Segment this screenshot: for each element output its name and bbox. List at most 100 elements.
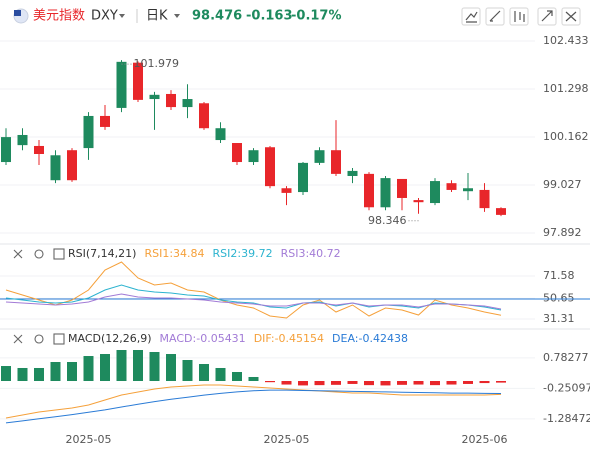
remove-icon[interactable] [13,334,23,344]
candle-body [413,200,424,203]
candle-body [430,181,440,204]
candle-body [34,145,44,155]
candle-body [149,94,160,100]
annotation: 98.346 [368,214,407,227]
histogram-bar [347,381,358,384]
histogram-bar [479,381,490,384]
y-tick-label: 97.892 [543,226,582,239]
legend-entry: RSI1:34.84 [144,247,204,260]
y-tick-label: -0.25097 [543,381,590,394]
x-tick-label: 2025-05 [66,433,112,446]
histogram-bar [1,366,11,382]
settings-icon[interactable] [34,334,44,344]
indicator-title: RSI(7,14,21) [68,247,136,260]
dropdown-arrow[interactable] [119,14,125,18]
candle-body [215,128,226,141]
toggle-icon[interactable] [53,333,65,345]
y-tick-label: 99.027 [543,178,582,191]
candle-body [331,150,341,174]
candle-body [166,93,176,108]
histogram-bar [463,381,473,384]
histogram-bar [364,381,374,386]
draw-icon [489,10,501,22]
candle-body [1,137,11,163]
indicator-icon [465,11,478,23]
histogram-bar [149,352,160,382]
histogram-bar [446,381,457,385]
candle-body [479,189,490,209]
x-tick-label: 2025-05 [264,433,310,446]
histogram-bar [182,359,193,382]
indicator-button[interactable] [461,7,481,26]
candle-body [397,178,407,198]
legend-entry: DEA:-0.42438 [332,332,408,345]
settings-icon[interactable] [34,249,44,259]
period[interactable]: 日K [146,9,168,24]
candle-body [232,143,242,163]
candle-body [182,99,193,108]
histogram-bar [248,376,259,382]
histogram-bar [166,354,176,382]
indicator-title: MACD(12,26,9) [68,332,152,345]
candle-body [17,134,28,146]
candle-body [133,62,143,100]
candle-body [248,150,259,163]
candle-body [100,115,110,127]
legend-entry: DIF:-0.45154 [254,332,324,345]
histogram-bar [215,367,226,382]
y-tick-label: 71.58 [543,269,575,282]
histogram-bar [430,381,440,386]
close-icon [565,11,577,22]
histogram-bar [232,372,242,382]
histogram-bar [34,367,44,382]
toggle-icon[interactable] [53,248,65,260]
symbol[interactable]: DXY [91,9,118,24]
histogram-bar [67,362,77,382]
histogram-bar [116,349,127,382]
y-tick-label: 102.433 [543,34,589,47]
histogram-bar [83,356,94,382]
series-line [5,284,502,311]
series-line [5,389,502,424]
candle-body [347,170,358,176]
candle-body [67,150,77,181]
legend-entry: MACD:-0.05431 [160,332,246,345]
y-tick-label: 31.31 [543,312,575,325]
series-line [5,261,502,319]
change: -0.163 [246,9,293,24]
candle-body [496,208,506,215]
histogram-bar [50,362,61,382]
histogram-bar [265,381,275,383]
legend-entry: RSI2:39.72 [213,247,273,260]
type-button[interactable] [509,7,529,26]
candle-body [446,183,457,190]
series-line [5,293,502,310]
histogram-bar [496,381,506,383]
histogram-bar [331,381,341,385]
remove-icon[interactable] [13,249,23,259]
candle-body [463,188,473,192]
y-tick-label: 100.162 [543,130,589,143]
dropdown-arrow[interactable] [174,14,180,18]
histogram-bar [100,354,110,382]
fullscreen-button[interactable] [537,7,557,26]
type-icon [514,11,525,22]
annotation: 101.979 [134,57,180,70]
histogram-bar [397,381,407,385]
candle-body [314,150,325,163]
y-tick-label: 0.78277 [543,351,589,364]
toolbar: 美元指数 DXY 日K 98.476 -0.163 -0.17% [13,7,581,26]
draw-button[interactable] [485,7,505,26]
fullscreen-icon [541,10,553,22]
histogram-bar [199,364,209,382]
symbol-name[interactable]: 美元指数 [33,9,85,24]
candle-body [116,61,127,108]
histogram-bar [133,349,143,382]
histogram-bar [314,381,325,386]
candle-body [364,173,374,208]
histogram-bar [413,381,424,385]
candle-body [199,103,209,129]
close-button[interactable] [561,7,581,26]
candle-body [265,147,275,187]
